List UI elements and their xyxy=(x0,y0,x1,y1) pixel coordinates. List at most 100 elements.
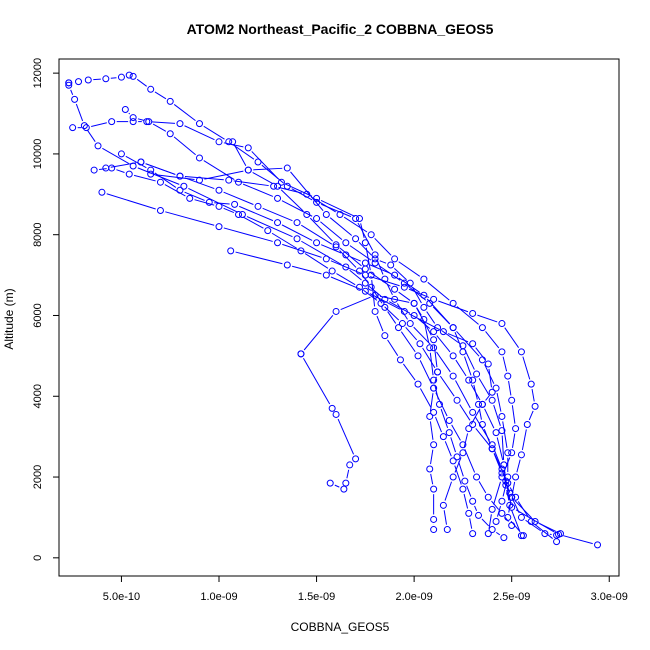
data-point xyxy=(523,421,531,429)
data-point xyxy=(117,150,125,158)
data-point xyxy=(445,416,453,424)
data-point xyxy=(430,485,438,493)
series-segment xyxy=(454,457,462,473)
series-9 xyxy=(297,350,360,493)
x-tick-label: 1.5e-09 xyxy=(298,591,335,603)
series-segment xyxy=(481,518,490,527)
y-axis: 0 2000 4000 6000 8000 10000 12000 xyxy=(32,58,60,561)
series-segment xyxy=(251,151,279,179)
series-segment xyxy=(304,253,329,269)
data-point xyxy=(297,350,305,358)
series-segment xyxy=(387,339,399,356)
data-point xyxy=(274,194,282,202)
data-point xyxy=(108,118,116,126)
series-segment xyxy=(204,170,244,180)
data-point xyxy=(235,211,243,219)
series-segment xyxy=(466,485,472,497)
series-segment xyxy=(369,276,400,287)
y-tick-label: 8000 xyxy=(32,222,44,246)
series-segment xyxy=(386,283,393,296)
data-point xyxy=(506,501,514,509)
series-segment xyxy=(280,189,304,212)
data-point xyxy=(508,396,516,404)
series-segment xyxy=(463,433,469,449)
data-point xyxy=(449,473,457,481)
data-point xyxy=(435,400,443,408)
series-segment xyxy=(358,241,372,256)
data-point xyxy=(381,303,389,311)
data-point xyxy=(498,469,506,477)
data-point xyxy=(469,530,477,538)
series-segment xyxy=(365,247,371,271)
data-point xyxy=(527,380,535,388)
series-segment xyxy=(444,441,452,457)
data-point xyxy=(512,473,520,481)
data-point xyxy=(254,202,262,210)
series-segment xyxy=(475,428,490,446)
y-axis-label: Altitude (m) xyxy=(2,288,16,349)
series-segment xyxy=(504,327,520,349)
series-segment xyxy=(447,333,469,343)
series-segment xyxy=(454,465,462,485)
series-segment xyxy=(246,216,293,238)
series-segment xyxy=(303,357,331,405)
data-point xyxy=(414,380,422,388)
data-point xyxy=(195,120,203,128)
series-segment xyxy=(493,449,501,465)
data-point xyxy=(426,344,434,352)
data-point xyxy=(506,489,514,497)
data-point xyxy=(352,215,360,223)
series-segment xyxy=(412,287,422,304)
data-point xyxy=(166,97,174,105)
series-segment xyxy=(320,221,343,240)
data-point xyxy=(244,144,252,152)
data-point xyxy=(129,114,137,122)
data-point xyxy=(367,231,375,239)
data-point xyxy=(400,283,408,291)
series-segment xyxy=(405,327,418,341)
series-segment xyxy=(184,191,205,201)
series-segment xyxy=(458,461,464,477)
data-point xyxy=(488,526,496,534)
data-point xyxy=(283,164,291,172)
series-segment xyxy=(478,409,482,420)
series-1 xyxy=(65,79,602,549)
series-segment xyxy=(203,160,235,180)
data-point xyxy=(498,320,506,328)
series-segment xyxy=(455,380,471,409)
series-segment xyxy=(102,147,130,164)
series-segment xyxy=(496,437,504,461)
data-point xyxy=(361,239,369,247)
data-point xyxy=(508,493,516,501)
data-point xyxy=(137,158,145,166)
series-segment xyxy=(125,155,147,169)
series-segment xyxy=(496,531,501,536)
series-segment xyxy=(110,162,137,168)
series-segment xyxy=(485,331,500,349)
data-point xyxy=(449,457,457,465)
series-segment xyxy=(429,352,434,376)
data-point xyxy=(328,267,336,275)
data-point xyxy=(346,461,354,469)
data-point xyxy=(69,124,77,132)
data-point xyxy=(352,235,360,243)
data-point xyxy=(508,449,516,457)
series-segment xyxy=(493,404,501,426)
series-segment xyxy=(478,481,487,494)
series-segment xyxy=(154,91,167,100)
data-point xyxy=(469,497,477,505)
series-segment xyxy=(75,103,84,122)
data-point xyxy=(519,532,527,540)
series-segment xyxy=(339,250,357,268)
series-segment xyxy=(369,271,391,287)
series-segment xyxy=(362,274,369,284)
series-segment xyxy=(184,125,215,141)
data-point xyxy=(398,320,406,328)
series-segment xyxy=(563,535,593,545)
data-point xyxy=(430,441,438,449)
series-segment xyxy=(539,523,557,532)
series-segment xyxy=(443,510,447,525)
series-segment xyxy=(223,191,254,205)
series-segment xyxy=(474,505,478,511)
data-point xyxy=(145,118,153,126)
